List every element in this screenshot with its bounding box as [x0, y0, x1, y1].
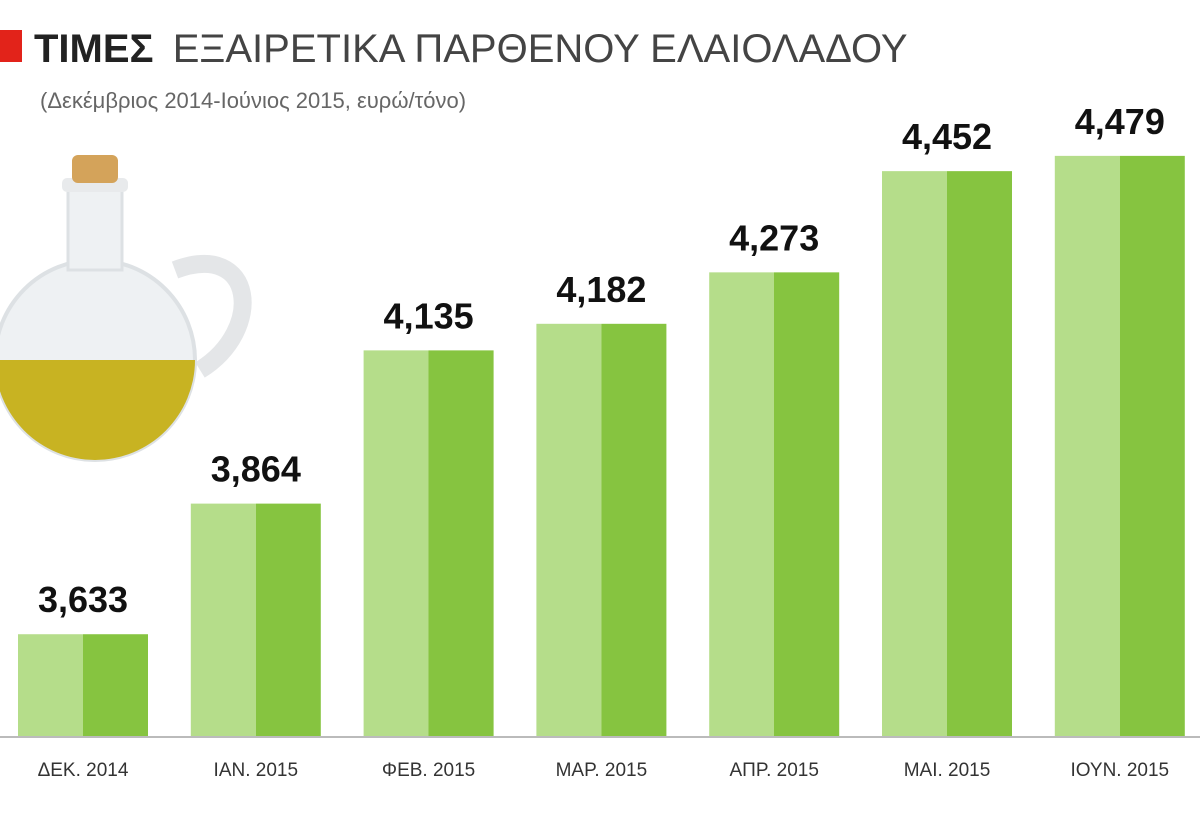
bar: [18, 634, 148, 736]
title-marker: [0, 30, 22, 62]
bar: [363, 350, 494, 736]
title-bold: ΤΙΜΕΣ: [34, 27, 154, 71]
value-label: 4,135: [384, 295, 474, 336]
x-tick-label: ΜΑΡ. 2015: [556, 760, 648, 781]
x-tick-label: ΑΠΡ. 2015: [729, 760, 818, 781]
bar: [709, 272, 840, 736]
value-label: 3,864: [211, 449, 301, 490]
chart-subtitle: (Δεκέμβριος 2014-Ιούνιος 2015, ευρώ/τόνο…: [40, 88, 466, 113]
title-rest: ΕΞΑΙΡΕΤΙΚΑ ΠΑΡΘΕΝΟΥ ΕΛΑΙΟΛΑΔΟΥ: [173, 27, 908, 71]
bar: [882, 171, 1012, 737]
value-label: 3,633: [38, 579, 128, 620]
value-label: 4,452: [902, 116, 992, 157]
chart-title: ΤΙΜΕΣ ΕΞΑΙΡΕΤΙΚΑ ΠΑΡΘΕΝΟΥ ΕΛΑΙΟΛΑΔΟΥ: [34, 27, 908, 71]
x-tick-label: ΦΕΒ. 2015: [382, 760, 475, 781]
x-tick-label: ΜΑΙ. 2015: [904, 760, 991, 781]
value-label: 4,182: [556, 269, 646, 310]
bar: [536, 323, 667, 736]
x-tick-label: ΙΟΥΝ. 2015: [1070, 760, 1169, 781]
bar: [1054, 155, 1185, 737]
x-tick-label: ΔΕΚ. 2014: [38, 760, 129, 781]
bar: [190, 503, 321, 736]
x-tick-label: ΙΑΝ. 2015: [214, 760, 299, 781]
value-label: 4,273: [729, 217, 819, 258]
oil-jug: [0, 155, 252, 462]
value-label: 4,479: [1075, 101, 1165, 142]
